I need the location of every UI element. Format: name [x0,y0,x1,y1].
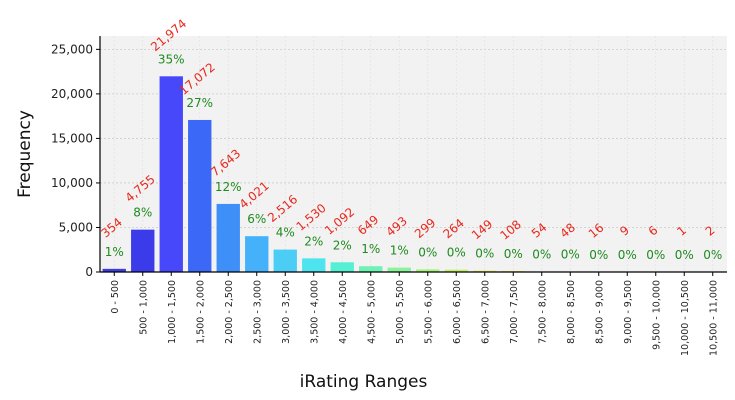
x-tick-label: 9,000 - 9,500 [623,280,634,344]
x-tick-label: 4,500 - 5,000 [366,280,377,344]
x-tick-label: 5,000 - 5,500 [395,280,406,344]
y-tick-label: 5,000 [59,220,93,234]
bar [359,266,383,272]
y-tick-label: 15,000 [51,131,93,145]
x-tick-label: 9,500 - 10,000 [651,280,662,350]
x-tick-label: 7,500 - 8,000 [537,280,548,344]
x-tick-label: 8,000 - 8,500 [566,280,577,344]
percent-label: 2% [333,238,352,252]
percent-label: 0% [475,247,494,261]
y-tick-label: 0 [85,265,93,279]
bar [102,268,126,272]
percent-label: 1% [390,244,409,258]
percent-label: 0% [447,246,466,260]
bars [102,76,725,273]
bar [216,203,240,272]
y-tick-label: 20,000 [51,87,93,101]
percent-label: 0% [589,248,608,262]
y-tick-label: 10,000 [51,176,93,190]
x-tick-label: 3,500 - 4,000 [309,280,320,344]
bar [188,119,212,273]
percent-label: 2% [304,234,323,248]
bar [416,269,440,272]
y-axis-title: Frequency [15,110,35,198]
bar [159,76,183,272]
bar [131,229,155,272]
x-tick-label: 10,000 - 10,500 [680,280,691,356]
bar [302,258,326,272]
percent-label: 0% [504,247,523,261]
x-tick-label: 1,000 - 1,500 [167,280,178,344]
percent-label: 0% [561,248,580,262]
x-axis-title: iRating Ranges [300,372,428,392]
bar [387,267,411,272]
x-tick-label: 1,500 - 2,000 [195,280,206,344]
x-tick-label: 500 - 1,000 [138,280,149,335]
x-tick-label: 8,500 - 9,000 [594,280,605,344]
percent-label: 0% [532,248,551,262]
axes: 0 5,000 10,000 15,000 20,000 25,000 0 - 500 500… [51,36,727,356]
x-tick-label: 10,500 - 11,000 [708,280,719,356]
percent-label: 12% [215,180,242,194]
bar [273,249,297,272]
x-tick-label: 2,000 - 2,500 [224,280,235,344]
y-tick-label: 25,000 [51,42,93,56]
x-tick-label: 6,500 - 7,000 [480,280,491,344]
x-tick-label: 4,000 - 4,500 [338,280,349,344]
percent-label: 6% [247,212,266,226]
percent-label: 27% [186,96,213,110]
percent-label: 0% [703,248,722,262]
x-tick-label: 7,000 - 7,500 [509,280,520,344]
percent-label: 1% [105,245,124,259]
percent-label: 0% [646,248,665,262]
percent-label: 0% [418,245,437,259]
bar [444,269,468,272]
percent-label: 4% [276,226,295,240]
bar [473,270,497,272]
percent-label: 0% [618,248,637,262]
percent-label: 0% [675,248,694,262]
x-tick-label: 0 - 500 [110,280,121,314]
percent-label: 8% [133,206,152,220]
x-tick-label: 6,000 - 6,500 [452,280,463,344]
bar [330,262,354,272]
percent-label: 1% [361,242,380,256]
percent-label: 35% [158,52,185,66]
x-tick-label: 3,000 - 3,500 [281,280,292,344]
bar [245,236,269,272]
x-tick-label: 2,500 - 3,000 [252,280,263,344]
x-tick-label: 5,500 - 6,000 [423,280,434,344]
